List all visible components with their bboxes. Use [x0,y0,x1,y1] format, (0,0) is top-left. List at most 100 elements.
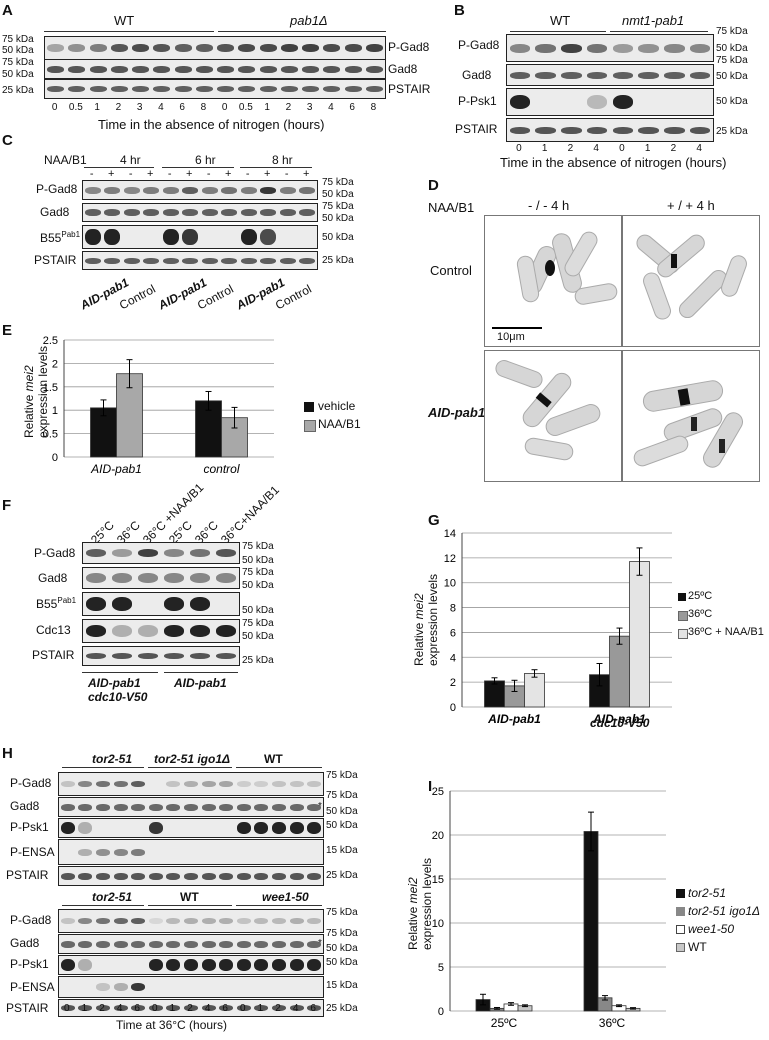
blot-band [215,573,237,583]
blot-band [254,803,269,811]
blot-band [201,872,216,880]
blot-band [638,126,659,134]
blot-band [215,549,237,557]
row-label: P-Gad8 [34,546,76,560]
blot-band [219,803,234,811]
kda-label: 75 kDa [716,55,748,66]
lane-label: 0 [51,102,58,113]
blot-band [240,209,257,216]
row-label: Gad8 [388,62,418,76]
blot-band [183,940,199,948]
blot-band [131,918,146,924]
blot-band [182,209,199,216]
blot-band [279,209,296,216]
blot-band [89,86,107,92]
row-label-b55-text: B55 [36,597,58,611]
kda-label: 25 kDa [326,1003,358,1014]
blot-band [271,822,287,834]
lane-label: 2 [567,143,574,154]
row-label: P-ENSA [10,980,55,994]
row-label: P-Gad8 [10,913,52,927]
legend-swatch [676,889,685,898]
row-label: PSTAIR [455,122,498,136]
panel-a-group-wt: WT [114,13,135,28]
blot-band [131,872,146,880]
blot-band [95,983,111,991]
blot-band [143,186,160,194]
kda-label: 50 kDa [326,820,358,831]
blot-band [240,186,257,194]
blot-band [215,653,237,659]
panel-c-time: 4 hr [120,153,141,167]
western-blot-gad8-bottom [58,934,324,954]
blot-band [299,257,316,264]
blot-band [78,848,93,856]
blot-band [84,257,101,264]
blot-band [254,959,269,971]
legend-swatch [304,420,316,432]
blot-band [561,126,582,134]
row-label: P-Gad8 [10,776,52,790]
blot-band [254,918,269,924]
panel-i-bar-chart: 0 5 10 15 20 25 25ºC 36ºC [432,786,666,1030]
panel-a-mutant-line [218,31,386,32]
kda-label: 75 kDa [322,201,354,212]
divider [162,167,234,168]
blot-band [111,653,133,659]
blot-band [307,918,322,924]
blot-band [47,86,65,92]
kda-label: 25 kDa [326,870,358,881]
divider [62,767,144,768]
blot-band [189,549,211,557]
y-tick-label: 5 [438,962,444,974]
blot-band [60,918,75,924]
lane-label: 2 [115,102,122,113]
legend-swatch [676,925,685,934]
blot-band [84,229,101,245]
kda-label: 25 kDa [242,655,274,666]
scale-bar [492,327,542,329]
panel-b-letter: B [454,2,465,19]
blot-band [183,1005,199,1011]
kda-label: 50 kDa [716,96,748,107]
blot-band [201,918,216,924]
western-blot-gad8 [82,567,240,589]
lane-label: 4 [593,143,599,154]
blot-band [240,229,257,245]
panel-i-y-axis-label: Relative mei2 [406,877,420,950]
group-label: WT [180,890,199,904]
blot-band [189,597,211,611]
micrograph-control-untreated: 10μm [484,215,622,347]
lane-label: 0 [619,143,625,154]
blot-band [289,803,304,811]
blot-band [123,257,140,264]
row-label: P-Gad8 [458,38,500,52]
panel-b-wt-line [510,31,606,32]
blot-band [586,43,608,53]
ylabel-part: mei2 [406,877,420,904]
y-tick-label: 8 [450,603,456,615]
blot-band [60,822,75,834]
panel-g-letter: G [428,512,440,529]
panel-d-row-label: AID-pab1 [428,405,486,420]
blot-band [189,573,211,583]
blot-band [148,872,163,880]
kda-label: 75 kDa [326,907,358,918]
blot-band [78,872,93,880]
lane-label: 2 [187,1003,193,1014]
blot-band [259,65,277,73]
treatment-sign: + [186,168,193,180]
kda-label: 75 kDa [326,790,358,801]
row-label: PSTAIR [6,1001,49,1015]
blot-band [221,257,238,264]
blot-band [183,872,199,880]
blot-band [95,1005,111,1011]
blot-band [85,625,107,637]
blot-band [95,781,111,787]
blot-band [183,959,199,971]
blot-band [123,186,140,194]
blot-band [365,65,383,73]
lane-label: 4 [158,102,164,113]
kda-label: 50 kDa [326,957,358,968]
blot-band [689,71,711,79]
